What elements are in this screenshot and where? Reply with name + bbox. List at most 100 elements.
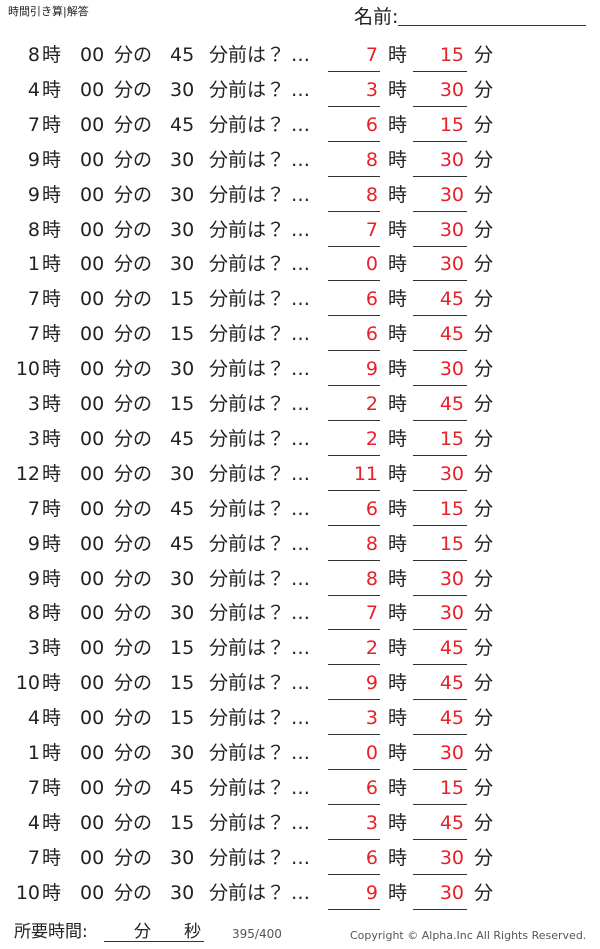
min-unit: 分 <box>474 532 494 555</box>
min-unit: 分 <box>474 776 494 799</box>
min-unit: 分 <box>474 288 494 311</box>
zero-minutes: 00 <box>80 218 105 241</box>
hour: 7 <box>27 776 40 799</box>
answer-hour: 8 <box>328 534 380 561</box>
min-of: 分の <box>114 497 153 520</box>
before-text: 分前は？ … <box>209 776 311 799</box>
zero-minutes: 00 <box>80 637 105 660</box>
min-unit: 分 <box>474 78 494 101</box>
min-of: 分の <box>114 253 153 276</box>
min-of: 分の <box>114 113 153 136</box>
min-unit: 分 <box>474 707 494 730</box>
before-text: 分前は？ … <box>209 462 311 485</box>
min-unit: 分 <box>474 742 494 764</box>
minutes: 30 <box>170 183 195 206</box>
min-unit: 分 <box>474 358 494 381</box>
hour-unit: 時 <box>42 78 62 101</box>
answer-hour: 8 <box>328 569 380 596</box>
answer-hour: 6 <box>328 499 380 526</box>
hour: 7 <box>27 497 40 520</box>
hour-unit: 時 <box>388 602 408 625</box>
answer-minutes: 15 <box>413 46 467 72</box>
answer-hour: 11 <box>328 464 380 491</box>
time-line <box>104 941 204 942</box>
before-text: 分前は？ … <box>209 637 311 660</box>
before-text: 分前は？ … <box>209 393 311 415</box>
min-of: 分の <box>114 288 153 311</box>
min-unit: 分 <box>474 148 494 171</box>
minutes: 30 <box>170 148 195 171</box>
answer-minutes: 30 <box>413 883 467 910</box>
zero-minutes: 00 <box>80 427 105 450</box>
page-number: 395/400 <box>232 927 282 941</box>
answer-minutes: 30 <box>413 744 467 770</box>
before-text: 分前は？ … <box>209 323 311 346</box>
hour: 10 <box>15 672 40 695</box>
min-of: 分の <box>114 427 153 450</box>
min-of: 分の <box>114 567 153 590</box>
min-of: 分の <box>114 707 153 730</box>
before-text: 分前は？ … <box>209 288 311 311</box>
minutes: 45 <box>170 497 195 520</box>
zero-minutes: 00 <box>80 323 105 346</box>
answer-hour: 7 <box>328 604 380 631</box>
min-of: 分の <box>114 44 153 66</box>
before-text: 分前は？ … <box>209 811 311 834</box>
hour-unit: 時 <box>388 672 408 695</box>
hour-unit: 時 <box>388 427 408 450</box>
min-unit: 分 <box>474 462 494 485</box>
sec-label: 秒 <box>184 922 201 942</box>
min-of: 分の <box>114 846 153 869</box>
min-of: 分の <box>114 637 153 660</box>
hour-unit: 時 <box>42 183 62 206</box>
hour-unit: 時 <box>42 113 62 136</box>
answer-hour: 2 <box>328 395 380 421</box>
zero-minutes: 00 <box>80 602 105 625</box>
zero-minutes: 00 <box>80 358 105 381</box>
min-of: 分の <box>114 881 153 904</box>
hour-unit: 時 <box>388 532 408 555</box>
hour-unit: 時 <box>388 637 408 660</box>
hour: 3 <box>27 637 40 660</box>
name-line <box>398 25 586 26</box>
answer-hour: 9 <box>328 674 380 701</box>
hour-unit: 時 <box>388 811 408 834</box>
minutes: 45 <box>170 776 195 799</box>
minutes: 15 <box>170 707 195 730</box>
minutes: 30 <box>170 253 195 276</box>
minutes: 30 <box>170 742 195 764</box>
answer-minutes: 15 <box>413 499 467 526</box>
min-unit: 分 <box>474 881 494 904</box>
before-text: 分前は？ … <box>209 358 311 381</box>
min-label: 分 <box>134 922 151 942</box>
hour-unit: 時 <box>388 218 408 241</box>
answer-minutes: 15 <box>413 534 467 561</box>
hour-unit: 時 <box>388 846 408 869</box>
hour-unit: 時 <box>388 113 408 136</box>
hour-unit: 時 <box>42 288 62 311</box>
min-unit: 分 <box>474 846 494 869</box>
hour: 8 <box>27 602 40 625</box>
min-of: 分の <box>114 393 153 415</box>
hour: 4 <box>27 811 40 834</box>
hour: 8 <box>27 218 40 241</box>
hour-unit: 時 <box>42 567 62 590</box>
hour-unit: 時 <box>42 637 62 660</box>
answer-minutes: 30 <box>413 80 467 107</box>
min-of: 分の <box>114 78 153 101</box>
before-text: 分前は？ … <box>209 253 311 276</box>
zero-minutes: 00 <box>80 567 105 590</box>
minutes: 30 <box>170 602 195 625</box>
hour-unit: 時 <box>388 567 408 590</box>
zero-minutes: 00 <box>80 811 105 834</box>
answer-hour: 3 <box>328 709 380 736</box>
hour: 10 <box>15 881 40 904</box>
minutes: 30 <box>170 846 195 869</box>
answer-minutes: 45 <box>413 395 467 421</box>
answer-minutes: 30 <box>413 360 467 387</box>
hour-unit: 時 <box>388 707 408 730</box>
minutes: 45 <box>170 44 195 66</box>
zero-minutes: 00 <box>80 288 105 311</box>
zero-minutes: 00 <box>80 707 105 730</box>
min-unit: 分 <box>474 218 494 241</box>
